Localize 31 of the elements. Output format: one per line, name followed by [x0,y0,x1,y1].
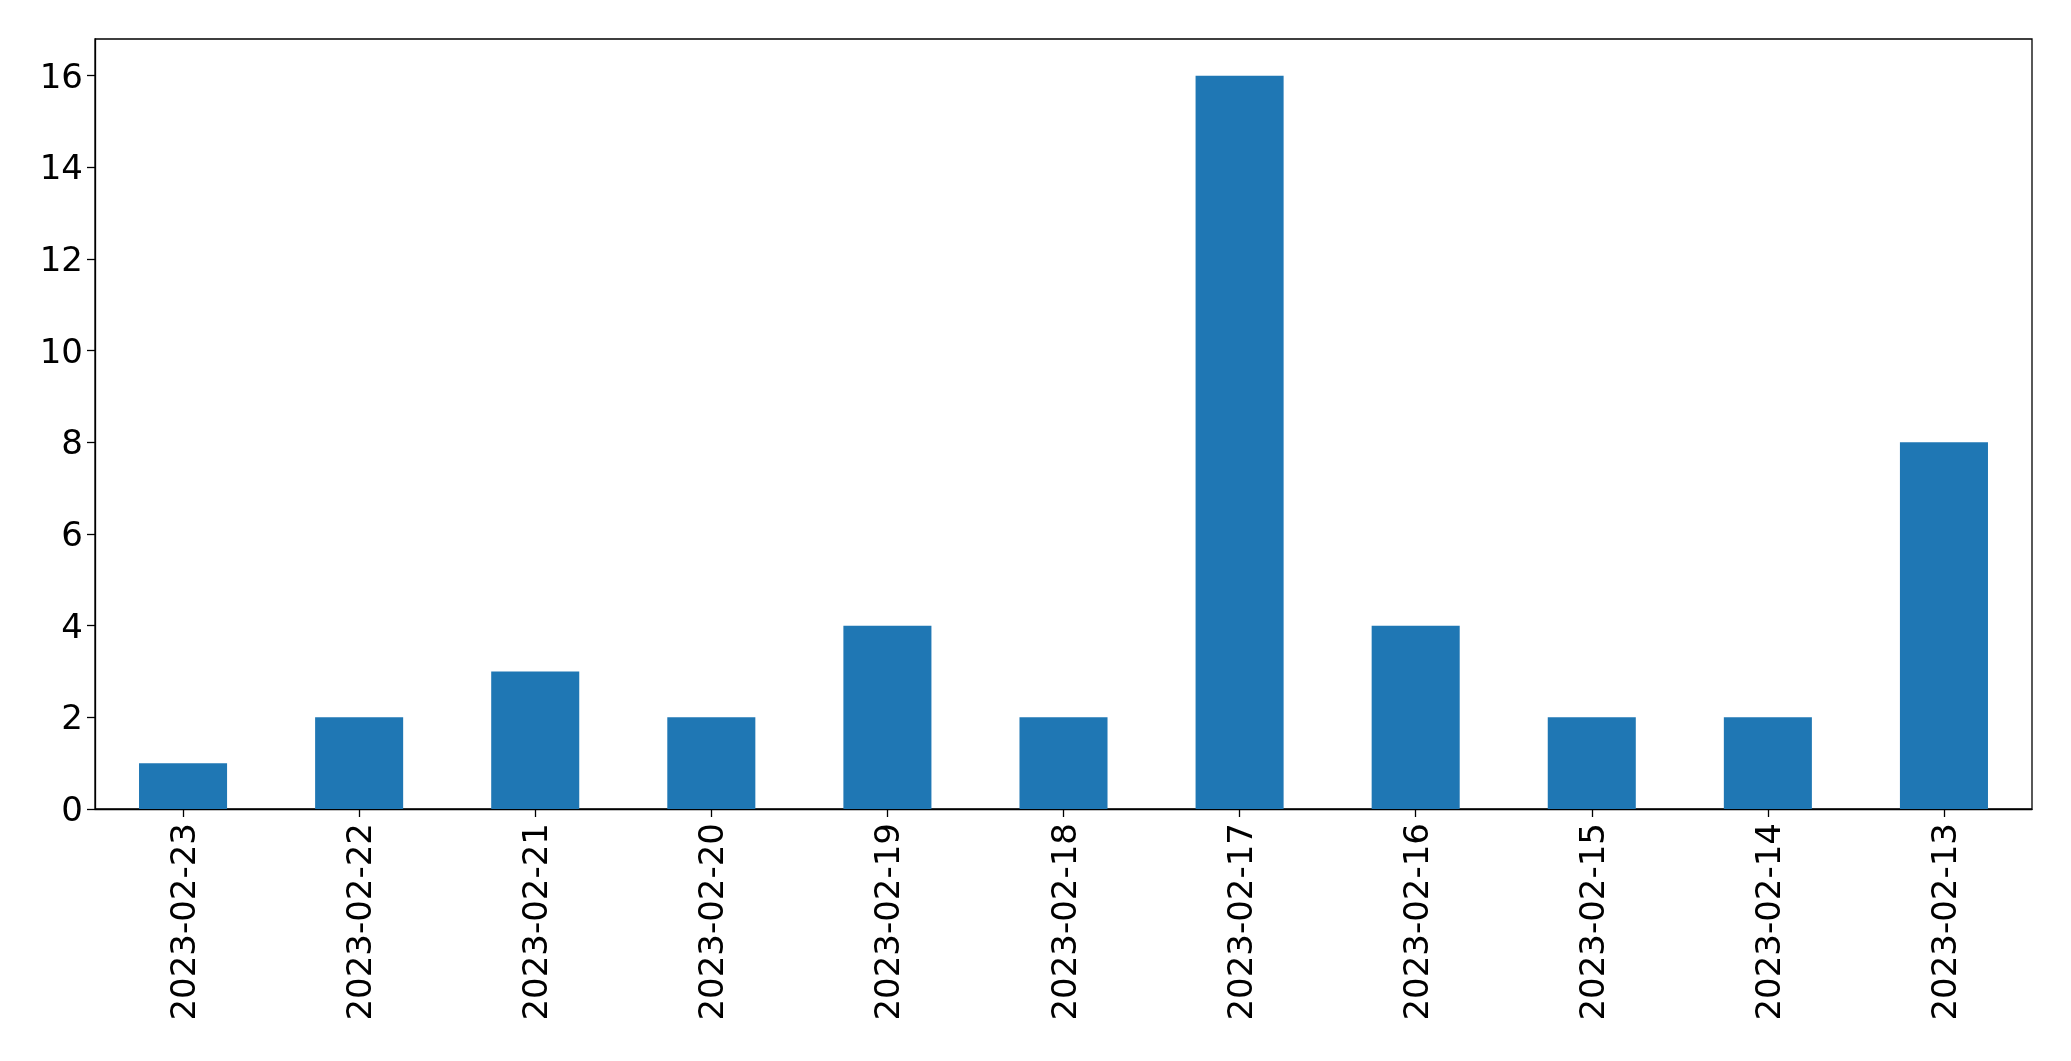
x-tick-label: 2023-02-22 [339,823,380,1021]
x-tick-label: 2023-02-21 [515,823,556,1021]
x-tick-label: 2023-02-20 [691,823,732,1021]
x-tick-label: 2023-02-14 [1747,823,1788,1021]
bar [1723,717,1812,809]
bar [1547,717,1636,809]
x-tick-label: 2023-02-19 [867,823,908,1021]
bar [1899,442,1988,809]
bar [491,671,580,809]
y-tick-label: 14 [39,147,83,188]
x-tick-label: 2023-02-23 [163,823,204,1021]
bar [843,625,932,809]
y-tick-label: 12 [39,239,83,279]
x-tick-label: 2023-02-18 [1043,823,1084,1021]
y-tick-label: 2 [61,697,83,738]
bar [1371,625,1460,809]
bar [139,763,228,809]
x-tick-label: 2023-02-17 [1219,823,1260,1021]
bar [1195,75,1284,809]
y-tick-label: 0 [61,789,83,829]
y-tick-label: 16 [39,55,83,96]
y-tick-label: 6 [61,514,83,554]
x-tick-label: 2023-02-15 [1571,823,1612,1021]
y-tick-label: 8 [61,422,83,463]
bar [667,717,756,809]
x-tick-label: 2023-02-13 [1923,823,1964,1021]
bar [1019,717,1108,809]
x-tick-label: 2023-02-16 [1395,823,1436,1021]
y-tick-label: 10 [39,330,83,371]
y-tick-label: 4 [61,605,83,646]
bar [315,717,404,809]
